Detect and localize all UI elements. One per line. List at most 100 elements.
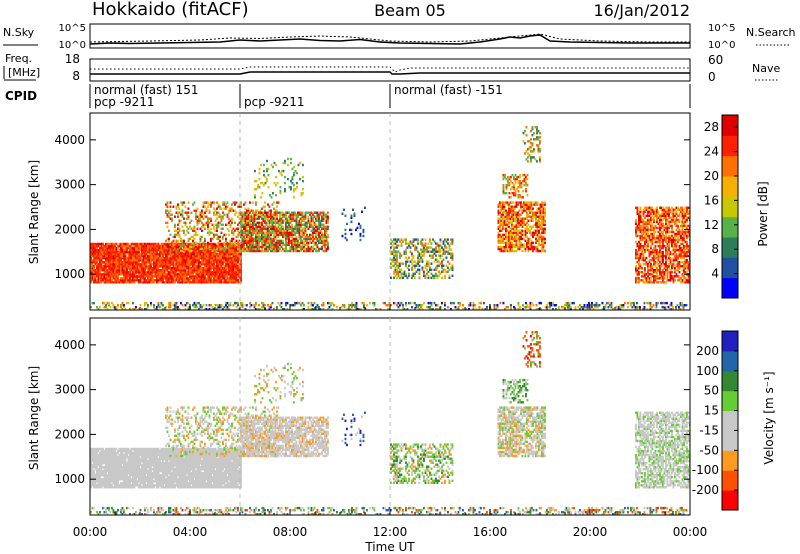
power-cell	[225, 207, 227, 210]
power-cell	[399, 276, 401, 279]
power-cell	[120, 273, 122, 276]
power-cell	[132, 277, 134, 280]
power-cell	[102, 265, 104, 268]
power-cell	[217, 269, 220, 272]
power-cell	[195, 281, 197, 284]
power-cell	[219, 205, 221, 208]
power-cell	[111, 271, 113, 274]
power-cell	[219, 265, 221, 268]
power-cell	[175, 239, 178, 243]
power-cell	[235, 301, 238, 305]
power-cell	[268, 235, 271, 239]
power-cell	[94, 250, 97, 254]
power-cell	[222, 211, 224, 214]
power-cell	[174, 259, 176, 262]
power-cell	[506, 219, 509, 222]
power-cell	[298, 211, 301, 214]
power-cell	[396, 252, 398, 255]
power-cell	[271, 213, 274, 216]
power-cell	[550, 304, 553, 307]
power-cell	[610, 301, 613, 305]
power-cell	[318, 217, 320, 220]
power-cell	[399, 262, 401, 265]
power-cell	[286, 237, 289, 241]
power-cell	[267, 245, 269, 249]
power-cell	[138, 261, 140, 264]
power-cell	[229, 269, 232, 272]
power-cell	[290, 157, 292, 161]
power-cell	[255, 179, 258, 183]
power-cell	[283, 215, 286, 218]
power-cell	[159, 263, 161, 266]
power-cell	[536, 219, 539, 222]
power-cell	[252, 233, 254, 237]
power-cell	[250, 225, 253, 228]
power-cell	[199, 252, 202, 256]
power-cell	[154, 271, 157, 274]
power-cell	[184, 273, 187, 276]
power-cell	[265, 229, 268, 232]
power-cell	[169, 209, 172, 212]
power-cell	[211, 254, 214, 258]
power-cell	[265, 239, 268, 243]
freq-tick-bottom: 8	[72, 69, 80, 83]
power-cell	[225, 271, 227, 274]
power-cell	[544, 306, 547, 309]
power-cell	[287, 177, 289, 181]
power-cell	[303, 227, 305, 230]
power-cell	[318, 219, 320, 222]
power-cell	[509, 237, 512, 241]
power-cell	[195, 248, 197, 252]
power-cell	[219, 221, 221, 224]
power-cell	[166, 201, 169, 204]
power-cell	[448, 262, 451, 265]
power-cell	[276, 306, 278, 309]
power-cell	[439, 250, 442, 253]
power-cell	[214, 277, 217, 280]
power-cell	[390, 266, 392, 269]
power-cell	[325, 243, 328, 247]
power-cell	[306, 221, 308, 224]
power-cell	[202, 243, 205, 247]
power-cell	[295, 213, 298, 216]
power-cell	[499, 239, 501, 243]
power-cell	[253, 215, 256, 218]
power-cell	[226, 241, 229, 245]
power-cell	[541, 209, 543, 212]
power-cell	[184, 250, 187, 254]
power-cell	[157, 267, 160, 270]
power-cell	[527, 245, 530, 249]
power-cell	[118, 269, 121, 272]
power-cell	[163, 271, 166, 274]
power-cell	[222, 235, 224, 239]
power-cell	[515, 223, 518, 226]
power-cell	[168, 265, 170, 268]
power-cell	[183, 277, 185, 280]
power-cell	[103, 271, 106, 274]
power-cell	[192, 263, 194, 266]
power-cell	[238, 249, 241, 253]
power-cell	[156, 265, 158, 268]
power-cell	[511, 233, 513, 237]
power-cell	[235, 263, 238, 266]
power-cell	[274, 237, 277, 241]
power-cell	[145, 265, 148, 268]
power-cell	[130, 244, 133, 248]
power-cell	[205, 271, 208, 274]
power-cell	[196, 233, 199, 237]
power-cell	[252, 219, 254, 222]
power-cell	[529, 247, 531, 251]
power-cell	[538, 207, 540, 210]
power-cell	[129, 267, 131, 270]
power-cell	[198, 301, 200, 305]
power-cell	[508, 211, 510, 214]
power-cell	[222, 267, 224, 270]
power-cell	[181, 229, 184, 232]
power-cell	[171, 252, 173, 256]
power-cell	[133, 242, 136, 246]
power-cell	[111, 254, 113, 258]
power-cell	[207, 279, 209, 282]
power-cell	[264, 241, 266, 245]
power-cell	[171, 269, 173, 272]
power-cell	[536, 211, 539, 214]
